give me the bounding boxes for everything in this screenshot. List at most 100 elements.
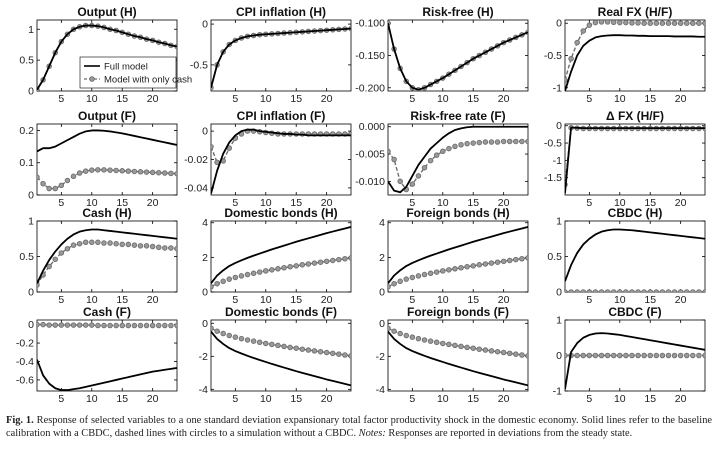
data-point-only-cash [647,20,653,26]
y-tick-label: 2 [202,252,208,264]
data-point-only-cash [452,266,458,272]
data-point-only-cash [317,259,324,265]
data-point-only-cash [653,289,660,292]
data-point-only-cash [76,322,83,328]
y-tick-label: 0.5 [547,251,562,263]
data-point-only-cash [149,322,156,329]
data-point-only-cash [610,20,617,26]
x-tick-label: 10 [437,294,449,306]
x-tick-label: 15 [644,197,656,209]
data-point-only-cash [220,278,226,285]
data-point-only-cash [244,337,251,343]
data-point-only-cash [95,167,101,173]
data-point-only-cash [336,256,342,263]
data-point-only-cash [427,270,434,277]
data-point-only-cash [137,169,144,175]
data-point-only-cash [623,352,629,359]
data-point-only-cash [89,167,95,173]
x-tick-label: 10 [614,294,626,306]
data-point-only-cash [211,284,214,290]
series-line-full-model [37,129,177,153]
data-point-only-cash [46,322,52,328]
data-point-only-cash [162,245,168,251]
data-point-only-cash [155,322,162,329]
data-point-only-cash [214,280,220,287]
data-point-only-cash [46,263,52,270]
data-point-only-cash [342,256,348,262]
panel-title: CBDC (H) [608,206,663,220]
data-point-only-cash [70,173,77,180]
data-point-only-cash [440,340,446,347]
data-point-only-cash [311,260,318,266]
data-point-only-cash [598,20,605,25]
y-tick-label: 0 [556,287,562,299]
data-point-only-cash [506,257,513,264]
data-point-only-cash [89,239,95,246]
data-point-only-cash [617,352,623,359]
x-tick-label: 20 [675,393,687,405]
data-point-only-cash [641,20,647,26]
data-point-only-cash [95,239,101,246]
data-point-only-cash [635,352,641,359]
x-tick-label: 5 [58,93,64,105]
plot-frame [36,19,178,92]
data-point-only-cash [458,142,464,148]
data-point-only-cash [269,267,275,273]
x-tick-label: 5 [409,393,415,405]
data-point-only-cash [690,20,696,26]
data-point-only-cash [488,260,495,266]
x-tick-label: 10 [437,197,449,209]
data-point-only-cash [665,20,672,26]
series-line-only-cash [388,257,528,288]
x-tick-label: 10 [614,93,626,105]
data-point-only-cash [617,289,623,292]
x-tick-label: 5 [409,93,415,105]
series-line-full-model [37,359,177,391]
legend-label-full-model: Full model [104,62,148,73]
y-tick-label: -0.04 [184,182,208,194]
x-tick-label: 15 [290,197,302,209]
data-point-only-cash [226,332,233,339]
data-point-only-cash [696,20,702,26]
data-point-only-cash [598,289,605,292]
x-tick-label: 20 [498,197,510,209]
data-point-only-cash [232,274,239,281]
data-point-only-cash [211,143,214,150]
data-point-only-cash [220,330,226,337]
x-tick-label: 20 [147,197,159,209]
figure-caption: Fig. 1. Response of selected variables t… [6,414,712,440]
y-tick-label: -4 [199,384,208,396]
series-line-full-model [37,24,177,91]
x-tick-label: 20 [675,93,687,105]
data-point-only-cash [82,239,89,246]
panel-title: Cash (H) [82,206,131,220]
data-point-only-cash [299,346,306,352]
data-point-only-cash [143,322,150,329]
data-point-only-cash [592,352,599,359]
plot-frame [36,220,178,293]
x-tick-label: 5 [58,294,64,306]
data-point-only-cash [119,322,125,329]
y-tick-label: 1 [556,216,562,228]
x-tick-label: 10 [86,197,98,209]
data-point-only-cash [311,348,318,354]
data-point-only-cash [64,177,71,184]
y-tick-label: 0 [202,126,208,138]
data-point-only-cash [64,322,71,328]
data-point-only-cash [46,185,52,192]
x-tick-label: 5 [409,294,415,306]
data-point-only-cash [256,269,263,275]
y-tick-label: -1 [553,386,562,398]
y-tick-label: -4 [376,384,385,396]
x-tick-label: 5 [586,93,592,105]
plot-frame [564,19,706,92]
series-line-full-model [388,330,528,387]
data-point-only-cash [458,265,464,271]
data-point-only-cash [244,271,251,278]
panel-title: CPI inflation (H) [236,5,326,19]
panel-domestic-bonds-f: Domestic bonds (F) 5 10 15 20 -4 -2 0 [199,305,352,405]
data-point-only-cash [168,245,174,251]
panel-cbdc-f: CBDC (F) 5 10 15 20 -1 0 1 [553,305,706,405]
data-point-only-cash [137,322,144,329]
data-point-only-cash [348,353,351,359]
